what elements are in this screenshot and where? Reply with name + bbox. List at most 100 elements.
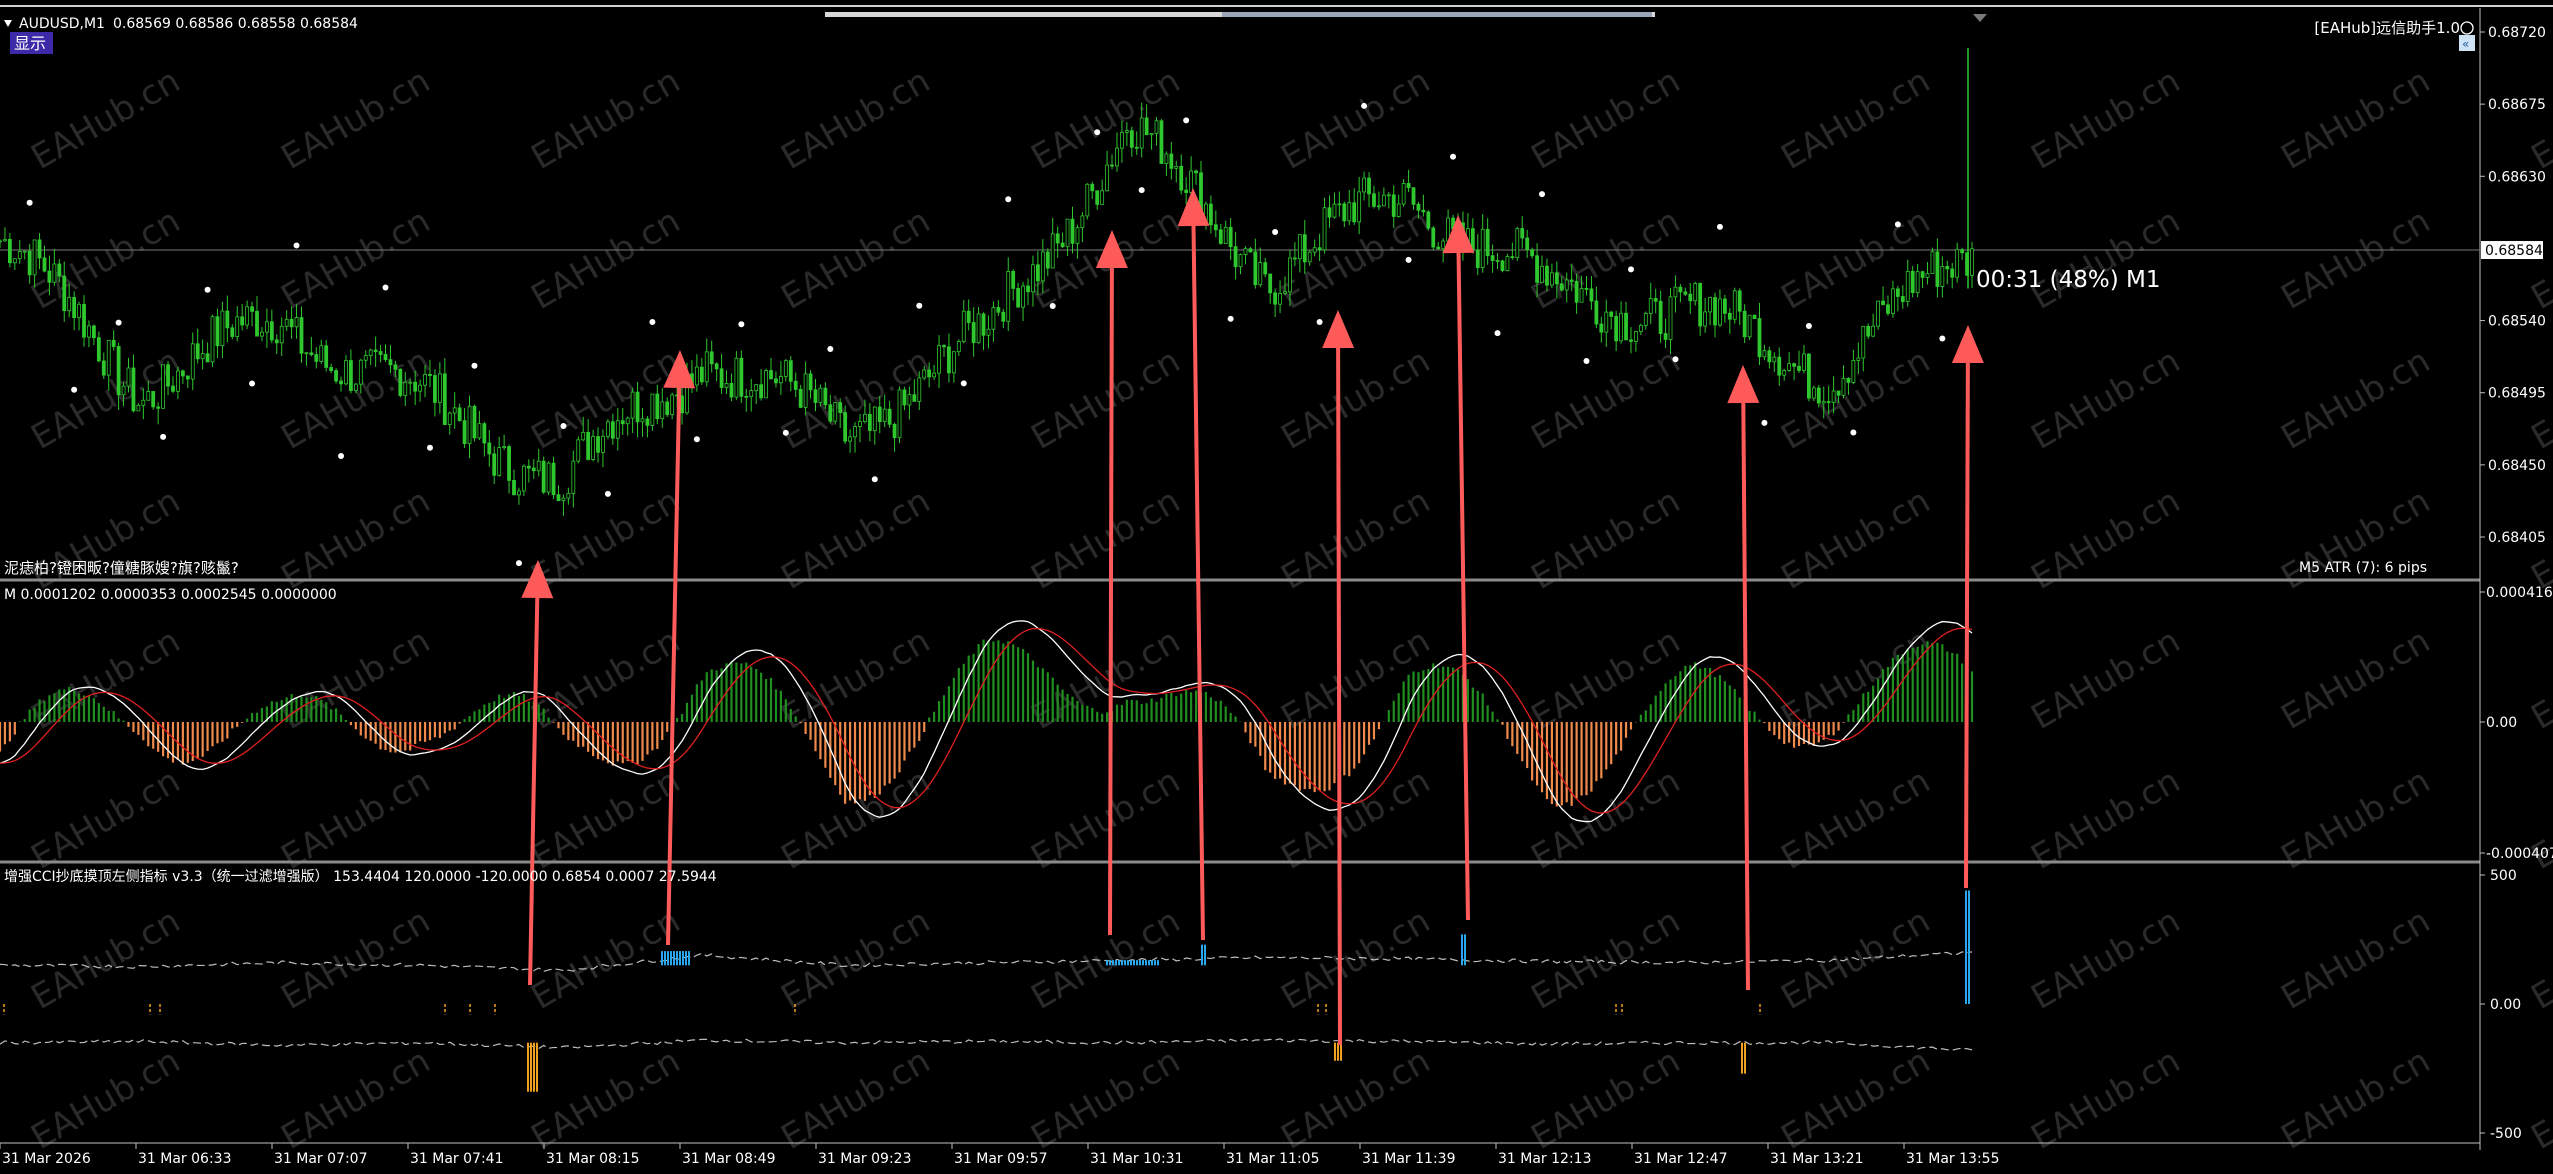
candle-body [1961, 250, 1964, 253]
symbol-label: AUDUSD,M1 [19, 16, 105, 32]
candle-body [957, 341, 960, 351]
candle-body [389, 360, 392, 365]
candle-body [142, 400, 145, 405]
time-tick-label: 31 Mar 13:21 [1770, 1151, 1863, 1167]
macd-tick-label: 0.00 [2486, 715, 2517, 731]
candle-body [132, 368, 135, 411]
candle-body [1971, 249, 1974, 276]
show-button-label[interactable]: 显示 [14, 34, 46, 53]
candle-body [1427, 212, 1430, 228]
collapse-arrow-icon[interactable]: « [2462, 37, 2469, 51]
candle-body [1125, 131, 1128, 133]
candle-body [231, 328, 234, 337]
fractal-dot [783, 430, 789, 436]
candle-body [1521, 229, 1524, 238]
candle-body [567, 493, 570, 498]
candle-body [305, 353, 308, 354]
candle-body [661, 402, 664, 419]
candle-body [1397, 204, 1400, 216]
fractal-dot [1139, 187, 1145, 193]
candle-body [1906, 271, 1909, 301]
candle-body [152, 392, 155, 407]
candle-body [1847, 378, 1850, 382]
candle-body [700, 367, 703, 382]
price-tick-label: 0.68720 [2488, 25, 2546, 41]
candle-body [606, 422, 609, 437]
candle-body [68, 297, 71, 310]
candle-body [1476, 250, 1479, 268]
candle-body [789, 361, 792, 382]
candle-body [1051, 234, 1054, 268]
candle-body [1041, 252, 1044, 281]
candle-body [92, 326, 95, 338]
fractal-dot [872, 476, 878, 482]
candle-body [211, 317, 214, 362]
candle-body [300, 318, 303, 354]
candle-body [1313, 248, 1316, 252]
candle-body [1748, 315, 1751, 337]
candle-body [1017, 288, 1020, 307]
price-tick-label: 0.68675 [2488, 97, 2546, 113]
candle-body [1338, 204, 1341, 205]
candle-body [147, 392, 150, 401]
candle-body [824, 388, 827, 405]
candle-body [216, 317, 219, 346]
candle-body [1007, 271, 1010, 321]
candle-body [1120, 132, 1123, 148]
candle-body [641, 419, 644, 422]
candle-body [221, 311, 224, 346]
candle-body [340, 381, 343, 384]
candle-body [873, 407, 876, 430]
candle-body [354, 384, 357, 390]
candle-body [908, 395, 911, 405]
candle-body [122, 386, 125, 395]
candle-body [839, 403, 842, 413]
candle-body [127, 368, 130, 386]
fractal-dot [383, 285, 389, 291]
candle-body [241, 317, 244, 325]
candle-body [1911, 271, 1914, 292]
candle-body [1402, 183, 1405, 204]
candle-body [1862, 326, 1865, 358]
candle-body [335, 371, 338, 381]
scroll-thumb[interactable] [1222, 12, 1652, 17]
candle-body [1565, 280, 1568, 290]
candle-body [671, 395, 674, 415]
fractal-dot [1539, 191, 1545, 197]
candle-body [962, 311, 965, 341]
candle-body [913, 395, 916, 402]
fractal-dot [27, 200, 33, 206]
candle-body [1625, 313, 1628, 340]
candle-body [191, 344, 194, 379]
candle-body [1921, 272, 1924, 278]
candle-body [176, 371, 179, 391]
candle-body [285, 319, 288, 326]
candle-body [433, 376, 436, 403]
candle-body [750, 391, 753, 397]
candle-body [488, 443, 491, 454]
time-tick-label: 31 Mar 09:57 [954, 1151, 1047, 1167]
candle-body [107, 340, 110, 375]
candle-body [1382, 195, 1385, 206]
candle-body [181, 371, 184, 376]
candle-body [883, 409, 886, 421]
fractal-dot [1717, 224, 1723, 230]
candle-body [1061, 243, 1064, 247]
candle-body [1827, 402, 1830, 403]
candle-body [13, 259, 16, 263]
candle-body [695, 367, 698, 385]
candle-body [1629, 340, 1632, 342]
candle-body [1165, 154, 1168, 163]
candle-body [1718, 299, 1721, 325]
candle-body [58, 264, 61, 276]
candle-body [448, 413, 451, 425]
fractal-dot [516, 560, 522, 566]
fractal-dot [1583, 358, 1589, 364]
candle-body [226, 311, 229, 328]
candle-body [1590, 289, 1593, 301]
candle-body [646, 419, 649, 425]
price-tick-label: 0.68450 [2488, 458, 2546, 474]
